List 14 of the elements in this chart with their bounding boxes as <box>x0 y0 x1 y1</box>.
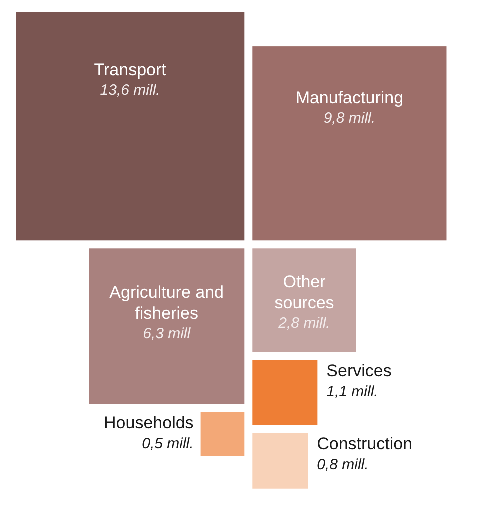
data-label: 1,1 mill. <box>326 383 378 400</box>
data-label: 2,8 mill. <box>278 315 330 332</box>
data-label: 0,8 mill. <box>317 456 369 474</box>
category-label: Manufacturing <box>296 88 404 108</box>
category-label: Households <box>104 413 194 432</box>
category-label: Construction <box>317 434 413 454</box>
data-label: 0,5 mill. <box>142 435 194 452</box>
data-label: 6,3 mill <box>143 326 192 343</box>
data-label: 13,6 mill. <box>100 82 160 100</box>
category-label: Agriculture and fisheries <box>110 282 224 324</box>
category-label: Transport <box>94 60 167 80</box>
category-label: Other sources <box>274 272 334 313</box>
category-label: Services <box>326 361 392 380</box>
data-label: 9,8 mill. <box>324 110 376 127</box>
